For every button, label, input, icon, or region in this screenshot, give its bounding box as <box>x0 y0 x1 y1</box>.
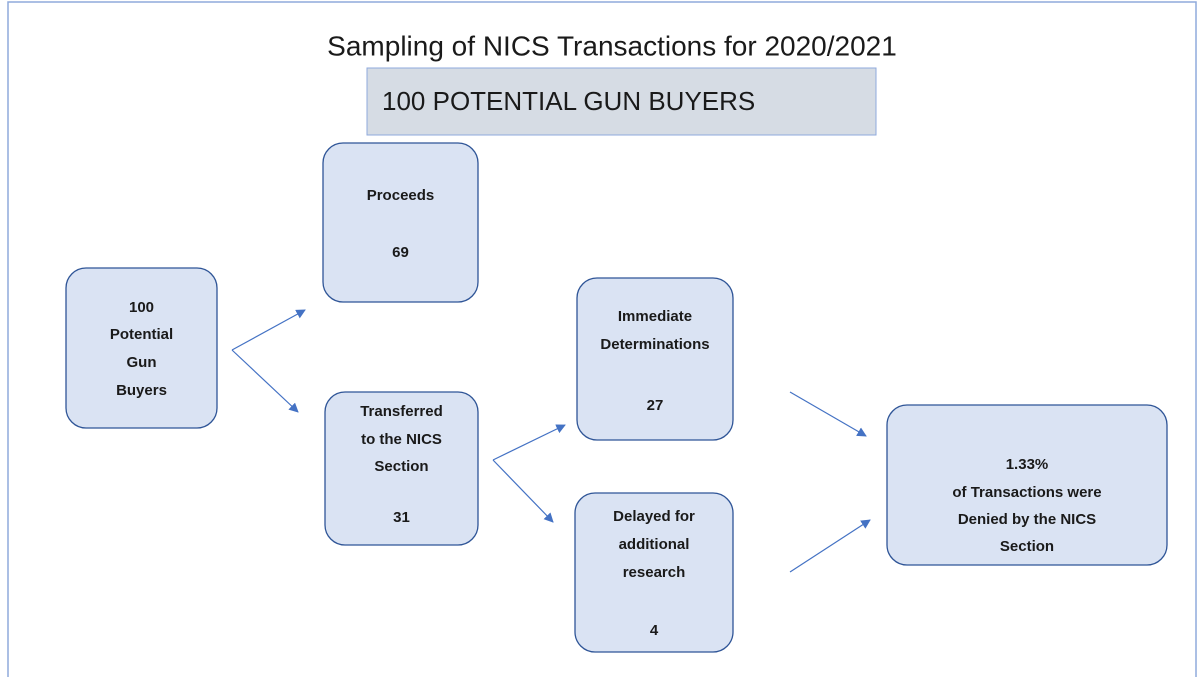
node-label: Section <box>374 458 428 475</box>
node-label: additional <box>619 536 690 553</box>
node-label: of Transactions were <box>952 484 1101 501</box>
node-value: 27 <box>647 397 664 414</box>
arrow <box>789 391 867 437</box>
subtitle: 100 POTENTIAL GUN BUYERS <box>382 86 755 116</box>
node-label: Delayed for <box>613 508 695 525</box>
title: Sampling of NICS Transactions for 2020/2… <box>327 30 897 61</box>
subtitle-box <box>366 67 877 136</box>
node-label: Potential <box>110 326 173 343</box>
node-box <box>886 404 1168 566</box>
frame <box>7 1 1197 677</box>
node-label: Buyers <box>116 382 167 399</box>
arrow <box>231 309 306 351</box>
node-box <box>576 277 734 441</box>
node-box <box>65 267 218 429</box>
node-label: Determinations <box>600 336 709 353</box>
node-value: 4 <box>650 622 659 639</box>
node-label: Section <box>1000 538 1054 555</box>
node-label: 1.33% <box>1006 456 1049 473</box>
node-box <box>574 492 734 653</box>
node-label: research <box>623 564 686 581</box>
arrow <box>231 349 299 413</box>
arrow <box>492 459 554 523</box>
arrows <box>231 309 871 573</box>
node-label: Immediate <box>618 308 692 325</box>
node-label: Transferred <box>360 403 443 420</box>
node-label: to the NICS <box>361 431 442 448</box>
node-label: 100 <box>129 299 154 316</box>
node-value: 31 <box>393 509 410 526</box>
arrow <box>492 424 566 461</box>
node-value: 69 <box>392 244 409 261</box>
node-box <box>322 142 479 303</box>
node-box <box>324 391 479 546</box>
node-label: Gun <box>127 354 157 371</box>
node-label: Proceeds <box>367 187 435 204</box>
node-label: Denied by the NICS <box>958 511 1096 528</box>
arrow <box>789 519 871 573</box>
